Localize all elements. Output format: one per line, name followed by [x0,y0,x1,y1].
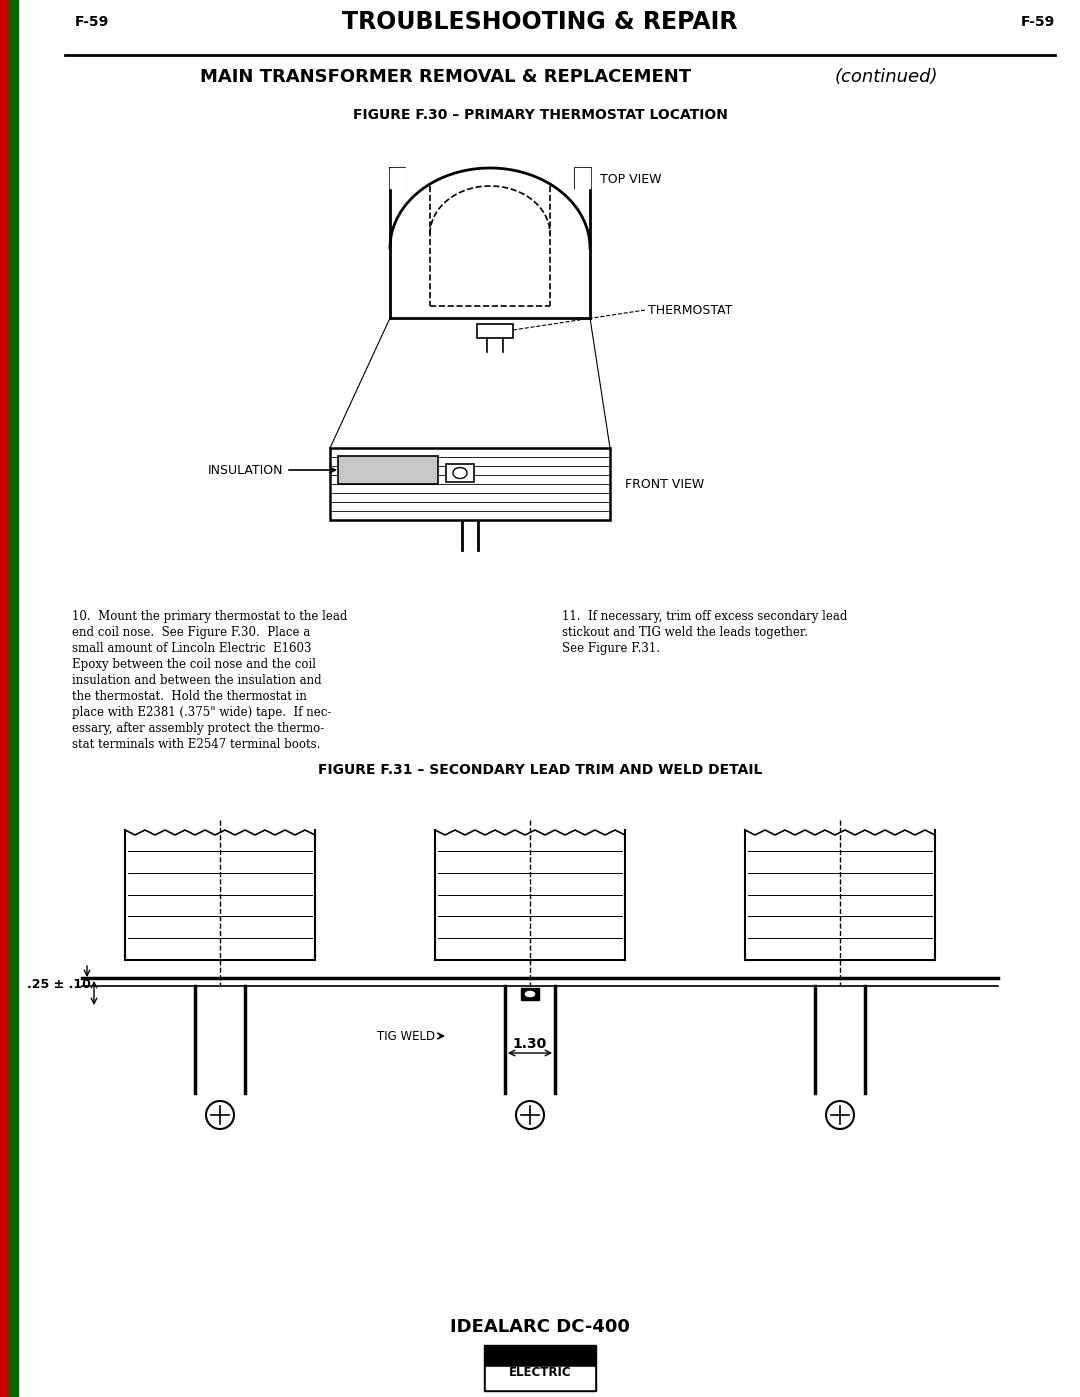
Text: Return to Section TOC: Return to Section TOC [1,601,8,689]
Text: the thermostat.  Hold the thermostat in: the thermostat. Hold the thermostat in [72,690,307,703]
Text: MAIN TRANSFORMER REMOVAL & REPLACEMENT: MAIN TRANSFORMER REMOVAL & REPLACEMENT [200,68,691,87]
Text: Epoxy between the coil nose and the coil: Epoxy between the coil nose and the coil [72,658,316,671]
Bar [330,448,610,520]
Bar [9,0,18,1397]
Text: F-59: F-59 [1021,15,1055,29]
Text: essary, after assembly protect the thermo-: essary, after assembly protect the therm… [72,722,324,735]
Text: IDEALARC DC-400: IDEALARC DC-400 [450,1317,630,1336]
Text: F-59: F-59 [75,15,109,29]
Bar [477,324,513,338]
Text: Return to Section TOC: Return to Section TOC [1,168,8,256]
Text: 1.30: 1.30 [513,1037,548,1051]
Circle shape [206,1101,234,1129]
Text: ELECTRIC: ELECTRIC [509,1366,571,1379]
Text: Return to Master TOC: Return to Master TOC [11,168,16,254]
Text: insulation and between the insulation and: insulation and between the insulation an… [72,673,322,687]
Text: stickout and TIG weld the leads together.: stickout and TIG weld the leads together… [562,626,808,638]
Text: Return to Master TOC: Return to Master TOC [11,601,16,687]
Circle shape [516,1101,544,1129]
Ellipse shape [453,468,467,479]
Text: ®: ® [580,1383,588,1389]
Bar [521,988,539,1000]
Text: (continued): (continued) [835,68,939,87]
Text: THERMOSTAT: THERMOSTAT [648,303,732,317]
Bar [446,464,474,482]
Text: See Figure F.31.: See Figure F.31. [562,643,660,655]
Bar [338,455,438,483]
Text: end coil nose.  See Figure F.30.  Place a: end coil nose. See Figure F.30. Place a [72,626,310,638]
Text: Return to Section TOC: Return to Section TOC [1,1048,8,1136]
Text: TOP VIEW: TOP VIEW [600,173,661,186]
Text: stat terminals with E2547 terminal boots.: stat terminals with E2547 terminal boots… [72,738,321,752]
Text: place with E2381 (.375" wide) tape.  If nec-: place with E2381 (.375" wide) tape. If n… [72,705,332,719]
Text: FIGURE F.31 – SECONDARY LEAD TRIM AND WELD DETAIL: FIGURE F.31 – SECONDARY LEAD TRIM AND WE… [318,763,762,777]
Text: FRONT VIEW: FRONT VIEW [625,478,704,490]
Text: 11.  If necessary, trim off excess secondary lead: 11. If necessary, trim off excess second… [562,610,848,623]
Text: 10.  Mount the primary thermostat to the lead: 10. Mount the primary thermostat to the … [72,610,348,623]
Text: TROUBLESHOOTING & REPAIR: TROUBLESHOOTING & REPAIR [342,10,738,34]
Circle shape [826,1101,854,1129]
Bar [390,168,405,189]
Bar [484,1345,596,1391]
Bar [486,1368,594,1389]
Text: .25 ± .10: .25 ± .10 [27,978,91,992]
Text: LINCOLN: LINCOLN [503,1372,568,1384]
Text: TIG WELD: TIG WELD [377,1030,435,1042]
Text: INSULATION: INSULATION [207,464,283,476]
Bar [0,0,9,1397]
Bar [575,168,590,189]
Text: small amount of Lincoln Electric  E1603: small amount of Lincoln Electric E1603 [72,643,311,655]
Ellipse shape [524,990,536,997]
Text: FIGURE F.30 – PRIMARY THERMOSTAT LOCATION: FIGURE F.30 – PRIMARY THERMOSTAT LOCATIO… [352,108,728,122]
Text: Return to Master TOC: Return to Master TOC [11,1048,16,1134]
